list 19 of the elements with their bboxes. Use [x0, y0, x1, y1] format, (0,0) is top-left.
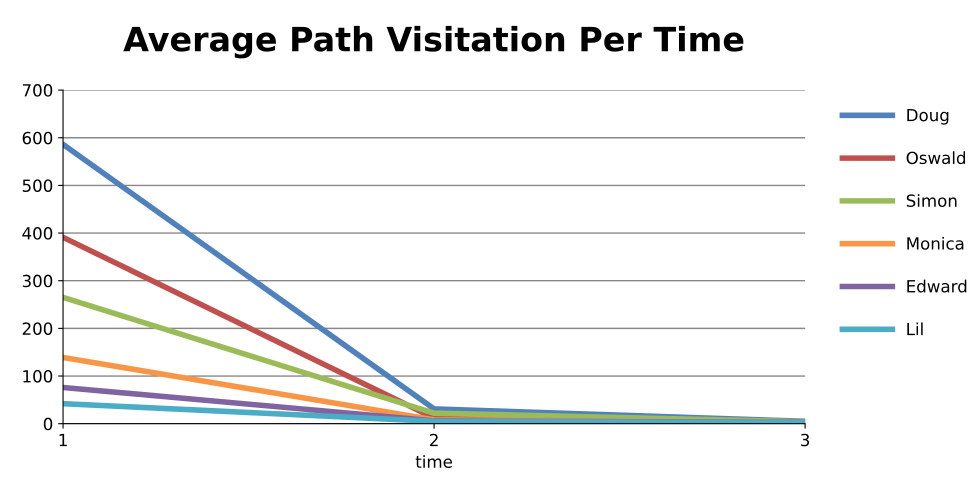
x-tick-label: 3 [801, 434, 810, 446]
y-tick-label: 700 [22, 84, 52, 97]
legend-label: Edward [907, 280, 966, 293]
y-tick-label: 500 [22, 179, 52, 192]
y-tick-label: 600 [22, 132, 52, 144]
y-tick-label: 0 [44, 418, 52, 430]
y-tick-label: 400 [22, 227, 52, 240]
y-tick-label: 200 [22, 322, 52, 335]
y-tick-label: 300 [22, 274, 52, 288]
x-tick-label: 2 [430, 434, 438, 446]
x-axis-title: time [416, 455, 452, 468]
chart-title: Average Path Visitation Per Time [123, 26, 744, 58]
legend-label: Simon [906, 194, 956, 207]
y-tick-label: 100 [23, 370, 52, 383]
legend-label: Oswald [906, 151, 966, 164]
legend-label: Monica [907, 236, 964, 250]
x-tick-label: 1 [60, 434, 67, 446]
legend-label: Doug [907, 108, 948, 125]
legend-label: Lil [907, 322, 923, 336]
